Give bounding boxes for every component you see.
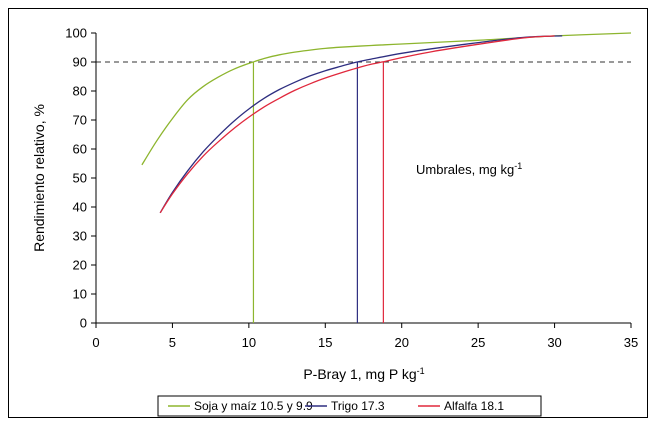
x-tick-label: 20 (394, 335, 408, 350)
x-axis-title: P-Bray 1, mg P kg-1 (303, 366, 424, 382)
chart-frame (8, 8, 648, 418)
y-tick-label: 40 (73, 200, 87, 215)
x-tick-label: 5 (169, 335, 176, 350)
threshold-annotation: Umbrales, mg kg-1 (416, 161, 522, 177)
legend: Soja y maíz 10.5 y 9.9 Trigo 17.3 Alfalfa … (157, 395, 542, 417)
series-line (141, 32, 632, 166)
x-tick-label: 15 (318, 335, 332, 350)
y-tick-label: 30 (73, 229, 87, 244)
legend-label: Trigo 17.3 (331, 399, 385, 413)
y-axis-title: Rendimiento relativo, % (31, 104, 47, 252)
y-tick-label: 0 (80, 316, 87, 331)
y-tick-label: 50 (73, 171, 87, 186)
x-tick-label: 10 (242, 335, 256, 350)
y-tick-label: 60 (73, 142, 87, 157)
y-tick-label: 20 (73, 258, 87, 273)
legend-box (157, 395, 542, 417)
x-tick-label: 30 (547, 335, 561, 350)
y-tick-label: 10 (73, 287, 87, 302)
y-tick-label: 70 (73, 113, 87, 128)
legend-label: Soja y maíz 10.5 y 9.9 (194, 399, 313, 413)
y-tick-label: 80 (73, 84, 87, 99)
x-tick-label: 0 (92, 335, 99, 350)
x-tick-label: 25 (471, 335, 485, 350)
series-line (159, 35, 555, 214)
x-tick-label: 35 (624, 335, 638, 350)
y-tick-label: 100 (65, 26, 87, 41)
y-tick-label: 90 (73, 55, 87, 70)
legend-label: Alfalfa 18.1 (444, 399, 504, 413)
series-line (159, 35, 563, 214)
